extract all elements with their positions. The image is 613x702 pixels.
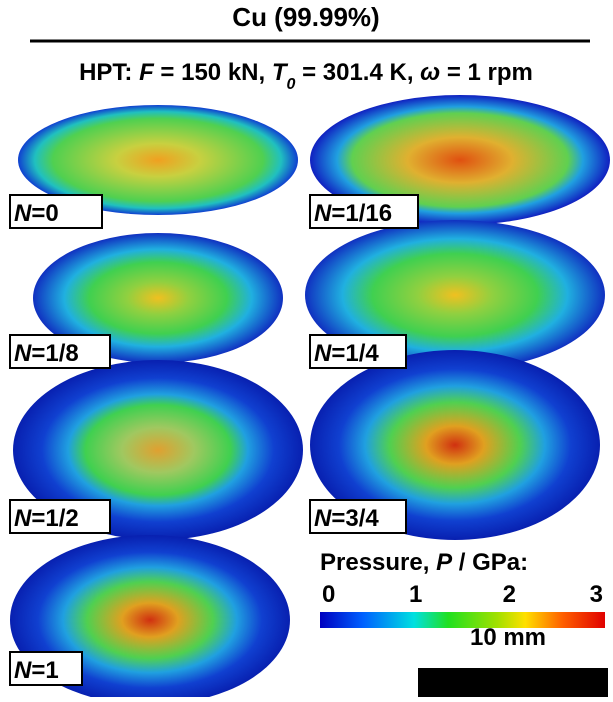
disk <box>13 360 303 540</box>
colorbar-label: Pressure, P / GPa: <box>320 549 528 576</box>
disk <box>18 105 298 215</box>
panel-label: N=0 <box>14 200 59 227</box>
subtitle-part: = 1 rpm <box>440 59 533 86</box>
title: Cu (99.99%) <box>232 2 379 32</box>
disk <box>310 350 600 540</box>
subtitle-part: HPT: <box>79 59 139 86</box>
panel-label-box <box>9 194 103 229</box>
subtitle-part: ω <box>420 59 440 86</box>
subtitle-part: = 150 kN, <box>154 59 272 86</box>
panel-label-box <box>9 334 111 369</box>
panel-value: =1/2 <box>31 505 78 532</box>
subtitle-part: T <box>272 59 289 86</box>
panel-value: =0 <box>31 200 58 227</box>
panel-symbol: N <box>314 340 332 367</box>
panel-symbol: N <box>14 505 32 532</box>
panel-label-box <box>309 334 407 369</box>
panel-label: N=3/4 <box>314 505 379 532</box>
panel-label: N=1 <box>14 657 59 684</box>
panel-symbol: N <box>14 340 32 367</box>
subtitle-part: 0 <box>287 76 296 93</box>
panel-value: =3/4 <box>331 505 379 532</box>
panel-value: =1/8 <box>31 340 78 367</box>
colorbar-label-part: Pressure, <box>320 549 436 576</box>
panel-symbol: N <box>314 505 332 532</box>
colorbar-tick-label: 0 <box>322 581 335 608</box>
panel-label: N=1/2 <box>14 505 79 532</box>
colorbar-label-part: P <box>436 549 453 576</box>
panel-label-box <box>9 499 111 534</box>
panel-label: N=1/4 <box>314 340 379 367</box>
panel-symbol: N <box>14 200 32 227</box>
subtitle-part: = 301.4 K, <box>295 59 420 86</box>
panel-value: =1/16 <box>331 200 392 227</box>
colorbar <box>320 612 605 628</box>
colorbar-tick-label: 2 <box>503 581 516 608</box>
disk <box>33 233 283 363</box>
disk <box>305 220 605 370</box>
disk <box>310 95 610 225</box>
panel-label-box <box>309 499 407 534</box>
colorbar-tick-label: 3 <box>590 581 603 608</box>
panel-label: N=1/8 <box>14 340 79 367</box>
scale-bar <box>418 668 608 697</box>
colorbar-label-part: / GPa: <box>452 549 528 576</box>
scale-bar-label: 10 mm <box>470 624 546 651</box>
panel-value: =1 <box>31 657 58 684</box>
panel-symbol: N <box>14 657 32 684</box>
panel-symbol: N <box>314 200 332 227</box>
panel-label-box <box>9 651 83 686</box>
subtitle-part: F <box>139 59 155 86</box>
colorbar-tick-label: 1 <box>409 581 422 608</box>
subtitle: HPT: F = 150 kN, T0 = 301.4 K, ω = 1 rpm <box>79 59 533 93</box>
panel-label: N=1/16 <box>314 200 392 227</box>
panel-value: =1/4 <box>331 340 379 367</box>
panel-label-box <box>309 194 419 229</box>
